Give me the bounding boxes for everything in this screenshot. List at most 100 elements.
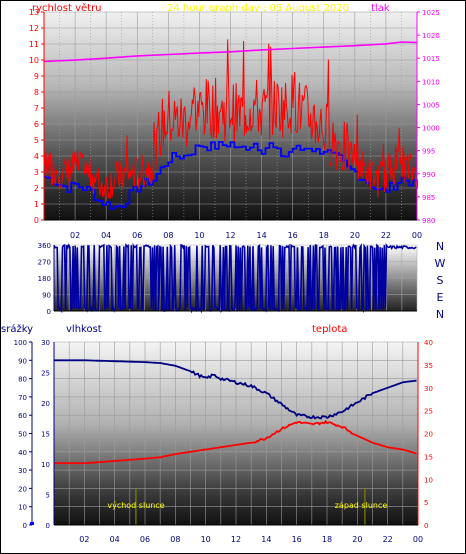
precip-tick-label: 0 [23,522,27,530]
wind-tick-label: 4 [34,152,39,161]
time-tick-label: 18 [322,535,332,544]
temperature-tick-label: 0 [424,522,428,530]
pressure-tick-label: 1005 [422,101,440,109]
direction-plot-axes: 360 270 180 90 0 [38,242,417,316]
time-tick-label: 20 [350,231,360,240]
pressure-tick-label: 1010 [422,78,440,86]
pressure-tick-label: 1015 [422,55,440,63]
time-tick-label: 08 [170,535,180,544]
compass-n-bottom: N [436,308,444,321]
wind-speed-label: rychlost větru [32,2,102,14]
wind-tick-label: 12 [29,24,39,33]
wind-tick-label: 9 [34,72,39,81]
wind-tick-label: 5 [34,136,39,145]
temperature-tick-label: 5 [424,499,428,507]
wind-tick-label: 2 [34,184,39,193]
time-tick-label: 08 [163,231,173,240]
temperature-tick-label: 20 [424,431,433,439]
chart-title: 24 hour graph day : 05 August 2020 [167,3,349,14]
wind-tick-label: 0 [34,216,39,225]
wind-tick-label: 10 [29,56,39,65]
humidity-label: vlhkost [66,324,102,335]
time-tick-label: 16 [288,231,298,240]
wind-tick-label: 8 [34,88,39,97]
precip-tick-label: 80 [18,376,27,384]
humidity-tick-label: 10 [41,461,50,469]
temperature-tick-label: 30 [424,385,433,393]
precip-tick-label: 40 [18,449,27,457]
temperature-tick-label: 40 [424,339,433,347]
humidity-tick-label: 20 [41,400,50,408]
temperature-tick-label: 15 [424,453,433,461]
wind-tick-label: 11 [29,40,39,49]
time-tick-label: 10 [201,535,211,544]
wind-plot-series [43,39,418,210]
time-tick-label: 10 [194,231,204,240]
direction-tick-label: 90 [42,292,51,300]
wind-gust-line [43,39,418,203]
temperature-line [54,419,417,465]
precip-label: srážky [1,323,33,335]
time-tick-label: 04 [110,535,120,544]
precip-tick-label: 70 [18,394,27,402]
temperature-tick-label: 10 [424,476,433,484]
time-tick-label: 14 [256,231,266,240]
humidity-plot-series [54,359,417,525]
compass-w: W [435,257,446,270]
pressure-tick-label: 1020 [422,32,440,40]
time-tick-label: 00 [412,231,422,240]
time-tick-label: 00 [413,535,423,544]
time-tick-label: 02 [79,535,89,544]
time-tick-label: 14 [261,535,271,544]
humidity-plot-axes: 1009080706050403020100302520151050403530… [14,339,433,544]
time-tick-label: 06 [132,231,142,240]
precip-tick-label: 60 [18,412,27,420]
humidity-tick-label: 0 [46,522,50,530]
direction-tick-label: 0 [47,308,51,316]
pressure-tick-label: 1025 [422,9,440,17]
wind-tick-label: 7 [34,104,39,113]
time-tick-label: 20 [352,535,362,544]
direction-tick-label: 180 [38,275,51,283]
pressure-tick-label: 980 [422,217,435,225]
pressure-tick-label: 1000 [422,125,440,133]
time-tick-label: 22 [383,535,393,544]
time-tick-label: 12 [231,535,241,544]
temperature-label: teplota [312,324,347,335]
humidity-tick-label: 5 [46,492,50,500]
humidity-tick-label: 25 [41,370,50,378]
pressure-label: tlak [371,3,390,14]
wind-avg-line [44,141,418,210]
precip-tick-label: 90 [18,357,27,365]
time-tick-label: 02 [70,231,80,240]
sunrise-label: východ slunce [107,501,164,510]
precip-tick-label: 100 [14,339,27,347]
pressure-line [43,41,418,63]
precip-tick-label: 50 [18,431,27,439]
time-tick-label: 16 [292,535,302,544]
wind-tick-label: 1 [34,200,39,209]
pressure-tick-label: 990 [422,171,435,179]
wind-tick-label: 3 [34,168,39,177]
direction-tick-label: 270 [38,259,51,267]
precip-tick-label: 30 [18,467,27,475]
pressure-tick-label: 995 [422,148,435,156]
compass-n-top: N [436,240,444,253]
sunset-label: západ slunce [335,501,388,510]
time-tick-label: 06 [140,535,150,544]
humidity-tick-label: 15 [41,431,50,439]
compass-e: E [437,291,444,304]
compass-labels: N W S E N [435,240,446,321]
time-tick-label: 04 [101,231,111,240]
direction-tick-label: 360 [38,242,51,250]
wind-tick-label: 13 [29,8,39,17]
temperature-tick-label: 35 [424,362,433,370]
time-tick-label: 12 [225,231,235,240]
humidity-tick-label: 30 [41,339,50,347]
compass-s: S [437,274,444,287]
wind-tick-label: 6 [34,120,39,129]
time-tick-label: 22 [381,231,391,240]
humidity-line [54,359,417,420]
precip-bar [30,522,34,525]
